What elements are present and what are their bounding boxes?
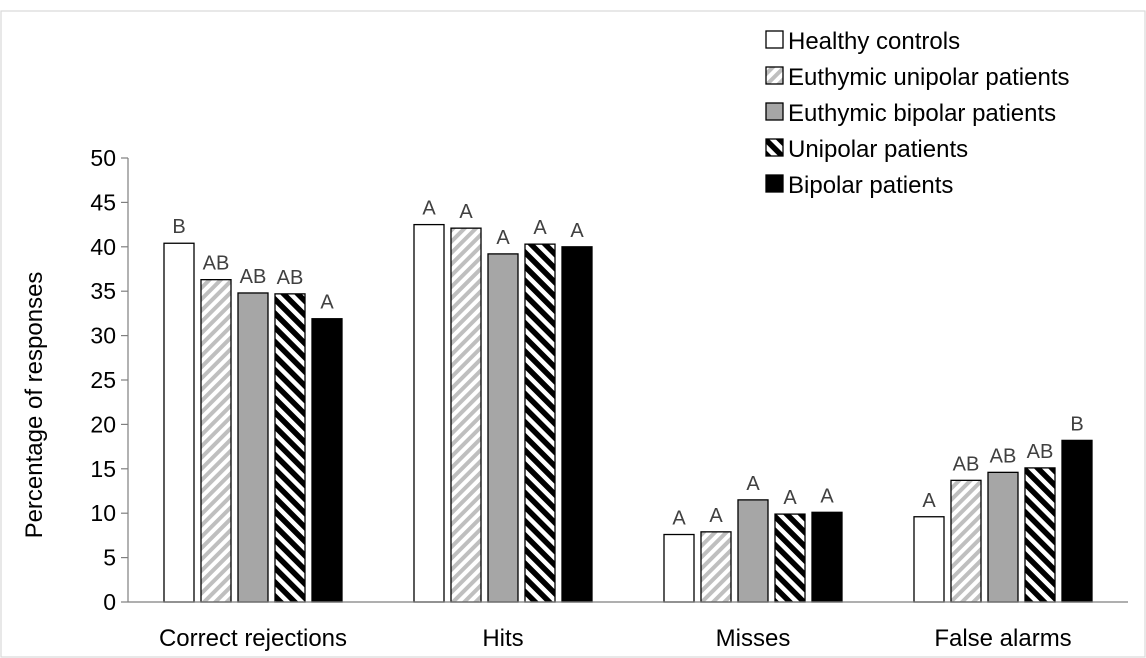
legend-swatch (765, 138, 784, 157)
y-axis: 0 5 10 15 20 25 30 35 40 45 50 (90, 145, 129, 615)
bar (774, 513, 806, 603)
bar-significance-label: A (820, 485, 834, 507)
bar (163, 242, 195, 603)
x-category-label: False alarms (934, 625, 1071, 652)
bar-significance-label: A (320, 292, 334, 314)
bar-significance-label: AB (203, 253, 230, 275)
bar-significance-label: AB (277, 267, 304, 289)
bar-significance-label: A (422, 198, 436, 220)
legend-label: Bipolar patients (788, 172, 953, 199)
bar-significance-label: B (172, 216, 185, 238)
bar (487, 253, 519, 603)
bar (663, 533, 695, 603)
y-axis-label: Percentage of responses (21, 272, 48, 539)
bar (450, 227, 482, 603)
bar (311, 318, 343, 603)
bar (561, 246, 593, 603)
bar (987, 471, 1019, 603)
legend-label: Healthy controls (788, 28, 960, 55)
bar (1061, 439, 1093, 603)
legend-swatch (765, 102, 784, 121)
y-tick-label: 0 (103, 589, 116, 615)
bar (274, 293, 306, 603)
y-tick-label: 30 (90, 323, 116, 349)
bar-significance-label: A (533, 217, 547, 239)
bars (163, 223, 1093, 603)
legend: Healthy controls Euthymic unipolar patien… (765, 28, 1069, 199)
bar-significance-label: A (746, 473, 760, 495)
y-tick-label: 40 (90, 234, 116, 260)
bar-significance-label: AB (1027, 441, 1054, 463)
bar (237, 292, 269, 603)
bar (1024, 467, 1056, 603)
y-tick-label: 10 (90, 500, 116, 526)
bar-significance-label: A (570, 220, 584, 242)
bar (700, 531, 732, 603)
bar (913, 516, 945, 603)
y-tick-label: 15 (90, 456, 116, 482)
legend-swatch (765, 174, 784, 193)
y-tick-label: 20 (90, 411, 116, 437)
legend-label: Euthymic unipolar patients (788, 64, 1069, 91)
legend-label: Euthymic bipolar patients (788, 100, 1056, 127)
bar-significance-label: AB (240, 266, 267, 288)
bar (811, 511, 843, 603)
legend-swatch (765, 66, 784, 85)
bar-significance-label: AB (990, 445, 1017, 467)
bar-significance-label: A (672, 508, 686, 530)
bar (737, 499, 769, 603)
y-tick-label: 45 (90, 189, 116, 215)
x-category-label: Correct rejections (159, 625, 347, 652)
x-axis: Correct rejections Hits Misses False alarms (159, 625, 1072, 652)
legend-label: Unipolar patients (788, 136, 968, 163)
bar-significance-label: A (922, 490, 936, 512)
x-category-label: Misses (716, 625, 791, 652)
x-category-label: Hits (482, 625, 523, 652)
bar-significance-label: A (709, 505, 723, 527)
bar (413, 223, 445, 603)
bar-significance-label: B (1070, 413, 1083, 435)
bar-significance-label: A (783, 487, 797, 509)
y-tick-label: 5 (103, 545, 116, 571)
bar (200, 279, 232, 603)
legend-swatch (765, 30, 784, 49)
y-tick-label: 25 (90, 367, 116, 393)
bar-significance-label: AB (953, 453, 980, 475)
bar-significance-label: A (459, 201, 473, 223)
bar (524, 243, 556, 603)
bar-labels: B AB AB AB A A A A A A A A A A A A AB AB AB B (172, 198, 1083, 530)
bar-significance-label: A (496, 227, 510, 249)
y-tick-label: 50 (90, 145, 116, 171)
bar (950, 479, 982, 603)
y-tick-label: 35 (90, 278, 116, 304)
